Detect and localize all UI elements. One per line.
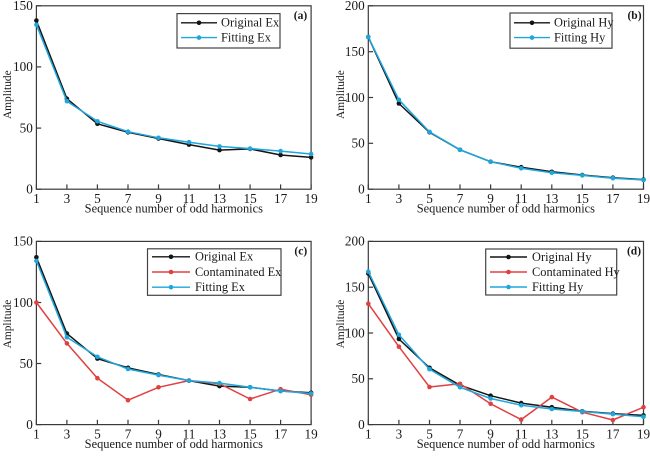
svg-text:0: 0 (358, 182, 365, 197)
svg-text:17: 17 (606, 191, 620, 206)
svg-text:9: 9 (155, 191, 162, 206)
svg-text:9: 9 (155, 426, 162, 441)
svg-text:(d): (d) (627, 246, 641, 258)
svg-text:11: 11 (183, 426, 196, 441)
svg-text:15: 15 (576, 426, 590, 441)
svg-text:3: 3 (396, 426, 403, 441)
svg-text:15: 15 (576, 191, 590, 206)
svg-text:50: 50 (352, 136, 366, 151)
svg-text:7: 7 (457, 191, 464, 206)
svg-text:50: 50 (20, 356, 34, 371)
svg-text:13: 13 (213, 191, 227, 206)
svg-text:19: 19 (637, 426, 650, 441)
svg-text:Sequence number of odd harmoni: Sequence number of odd harmonics (85, 202, 263, 216)
svg-text:7: 7 (125, 191, 132, 206)
svg-text:1: 1 (365, 426, 372, 441)
svg-text:Fitting Hy: Fitting Hy (554, 31, 606, 45)
svg-text:5: 5 (426, 191, 433, 206)
svg-text:11: 11 (515, 426, 528, 441)
svg-text:150: 150 (13, 234, 33, 249)
svg-text:15: 15 (244, 191, 258, 206)
svg-text:150: 150 (345, 280, 365, 295)
svg-text:50: 50 (20, 120, 34, 135)
svg-text:5: 5 (94, 426, 101, 441)
svg-text:(b): (b) (627, 10, 641, 22)
svg-text:Fitting Ex: Fitting Ex (195, 280, 246, 294)
svg-text:Contaminated Hy: Contaminated Hy (532, 265, 621, 279)
svg-text:1: 1 (33, 191, 40, 206)
svg-text:13: 13 (213, 426, 227, 441)
svg-text:0: 0 (358, 417, 365, 432)
svg-text:9: 9 (487, 426, 494, 441)
svg-text:11: 11 (183, 191, 196, 206)
svg-text:1: 1 (365, 191, 372, 206)
svg-text:150: 150 (345, 44, 365, 59)
svg-text:Fitting Hy: Fitting Hy (532, 280, 584, 294)
svg-text:5: 5 (94, 191, 101, 206)
svg-text:15: 15 (244, 426, 258, 441)
svg-text:Amplitude: Amplitude (335, 300, 347, 349)
svg-text:3: 3 (64, 426, 71, 441)
svg-text:100: 100 (345, 90, 365, 105)
svg-text:7: 7 (457, 426, 464, 441)
svg-text:200: 200 (345, 234, 365, 249)
svg-text:13: 13 (545, 426, 559, 441)
svg-text:Contaminated Ex: Contaminated Ex (195, 265, 282, 279)
svg-text:Amplitude: Amplitude (335, 70, 347, 119)
svg-text:3: 3 (64, 191, 71, 206)
svg-text:Sequence number of odd harmoni: Sequence number of odd harmonics (417, 437, 595, 451)
svg-text:50: 50 (352, 371, 366, 386)
svg-text:100: 100 (345, 325, 365, 340)
svg-text:17: 17 (606, 426, 620, 441)
svg-text:0: 0 (26, 182, 33, 197)
svg-text:13: 13 (545, 191, 559, 206)
svg-text:100: 100 (13, 59, 33, 74)
svg-text:200: 200 (345, 0, 365, 13)
svg-text:19: 19 (305, 191, 319, 206)
svg-text:(a): (a) (294, 10, 308, 22)
svg-text:Sequence number of odd harmoni: Sequence number of odd harmonics (85, 437, 263, 451)
svg-text:100: 100 (13, 295, 33, 310)
svg-text:Original Hy: Original Hy (532, 250, 592, 264)
svg-text:Original Ex: Original Ex (221, 16, 280, 30)
svg-text:7: 7 (125, 426, 132, 441)
svg-text:19: 19 (637, 191, 650, 206)
svg-text:Fitting Ex: Fitting Ex (221, 31, 272, 45)
svg-text:Amplitude: Amplitude (2, 70, 14, 119)
svg-text:0: 0 (26, 417, 33, 432)
svg-text:19: 19 (305, 426, 319, 441)
svg-text:5: 5 (426, 426, 433, 441)
svg-text:17: 17 (274, 191, 288, 206)
svg-text:Original Ex: Original Ex (195, 250, 254, 264)
svg-text:Sequence number of odd harmoni: Sequence number of odd harmonics (417, 202, 595, 216)
svg-text:1: 1 (33, 426, 40, 441)
svg-text:Amplitude: Amplitude (2, 300, 14, 349)
svg-text:3: 3 (396, 191, 403, 206)
svg-text:150: 150 (13, 0, 33, 13)
svg-text:9: 9 (487, 191, 494, 206)
svg-text:11: 11 (515, 191, 528, 206)
svg-text:(c): (c) (294, 246, 307, 258)
svg-text:Original Hy: Original Hy (554, 16, 614, 30)
svg-text:17: 17 (274, 426, 288, 441)
